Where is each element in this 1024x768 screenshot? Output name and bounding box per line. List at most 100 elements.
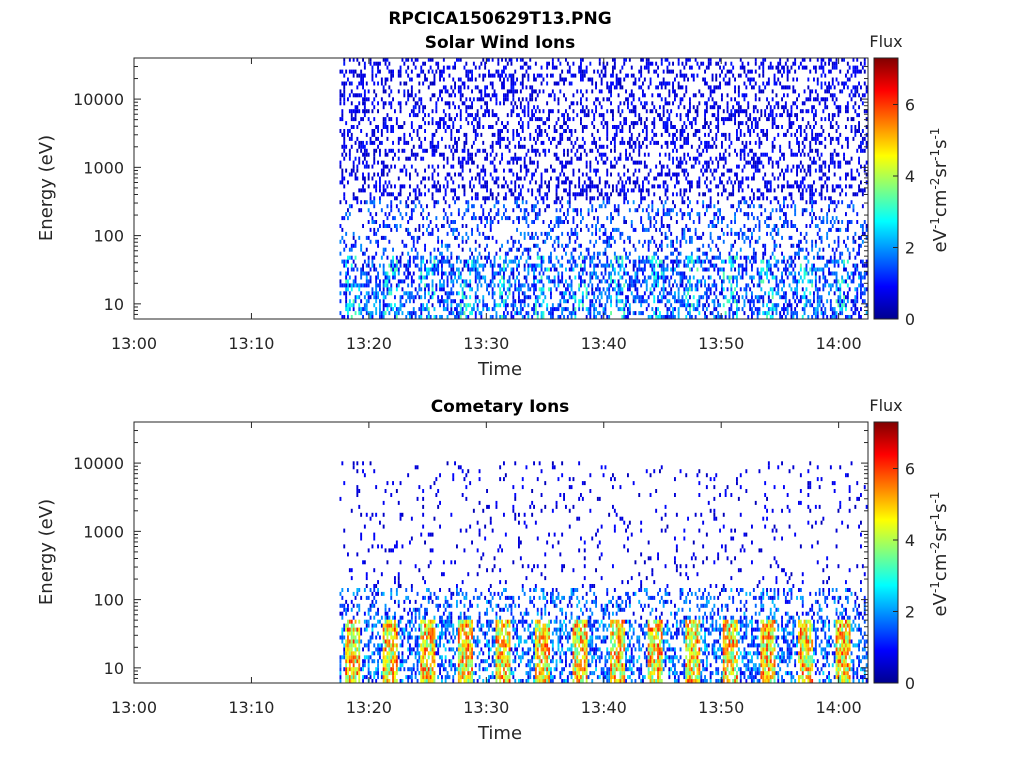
heatmap-cell	[474, 85, 477, 90]
heatmap-cell	[702, 61, 705, 66]
heatmap-cell	[677, 299, 680, 304]
heatmap-cell	[563, 220, 565, 224]
heatmap-cell	[595, 224, 597, 228]
heatmap-cell	[516, 129, 518, 133]
heatmap-cell	[409, 231, 411, 236]
heatmap-cell	[685, 224, 688, 228]
heatmap-cell	[426, 275, 428, 280]
heatmap-cell	[501, 58, 503, 62]
heatmap-cell	[457, 105, 460, 110]
heatmap-cell	[384, 303, 387, 308]
heatmap-cell	[427, 58, 430, 62]
heatmap-cell	[730, 231, 733, 236]
heatmap-cell	[365, 279, 368, 284]
heatmap-cell	[465, 239, 468, 244]
heatmap-cell	[441, 152, 443, 157]
heatmap-cell	[595, 227, 597, 232]
heatmap-cell	[365, 132, 368, 137]
heatmap-cell	[683, 231, 686, 236]
heatmap-cell	[593, 113, 596, 118]
heatmap-cell	[600, 121, 603, 126]
heatmap-cell	[670, 243, 673, 248]
heatmap-cell	[553, 307, 556, 312]
heatmap-cell	[719, 267, 721, 272]
heatmap-cell	[659, 105, 661, 110]
heatmap-cell	[696, 109, 699, 114]
heatmap-cell	[585, 89, 588, 94]
heatmap-cell	[525, 172, 528, 177]
heatmap-cell	[457, 136, 460, 141]
heatmap-cell	[677, 311, 680, 316]
heatmap-cell	[506, 287, 509, 292]
heatmap-cell	[441, 239, 443, 244]
heatmap-cell	[698, 101, 701, 106]
heatmap-cell	[397, 176, 400, 181]
heatmap-cell	[399, 69, 402, 74]
heatmap-cell	[348, 303, 351, 308]
heatmap-cell	[724, 81, 727, 86]
heatmap-cell	[397, 156, 400, 161]
heatmap-cell	[519, 101, 522, 106]
heatmap-cell	[491, 73, 494, 78]
heatmap-cell	[705, 140, 708, 145]
heatmap-cell	[525, 208, 528, 213]
heatmap-cell	[587, 307, 590, 312]
heatmap-cell	[395, 267, 398, 272]
heatmap-cell	[534, 168, 537, 173]
heatmap-cell	[540, 311, 543, 316]
heatmap-cell	[672, 315, 674, 319]
heatmap-cell	[709, 259, 712, 264]
heatmap-cell	[424, 283, 426, 288]
heatmap-cell	[670, 259, 673, 264]
heatmap-cell	[433, 204, 436, 209]
heatmap-cell	[431, 121, 434, 126]
heatmap-cell	[627, 156, 629, 161]
heatmap-cell	[619, 255, 622, 260]
heatmap-cell	[672, 283, 674, 288]
heatmap-cell	[375, 279, 378, 284]
heatmap-cell	[531, 97, 534, 102]
heatmap-cell	[767, 291, 770, 296]
heatmap-cell	[491, 160, 494, 165]
heatmap-cell	[386, 113, 389, 118]
heatmap-cell	[726, 69, 729, 74]
heatmap-cell	[640, 259, 643, 264]
heatmap-cell	[598, 180, 601, 185]
heatmap-cell	[666, 164, 669, 169]
heatmap-cell	[628, 303, 631, 308]
heatmap-cell	[365, 160, 368, 165]
heatmap-cell	[751, 255, 753, 260]
heatmap-cell	[737, 113, 740, 118]
heatmap-cell	[431, 93, 434, 98]
heatmap-cell	[625, 315, 627, 319]
heatmap-cell	[420, 97, 423, 102]
heatmap-cell	[506, 136, 509, 141]
heatmap-cell	[405, 227, 408, 232]
heatmap-cell	[467, 259, 470, 264]
heatmap-cell	[660, 144, 663, 149]
heatmap-cell	[363, 97, 366, 102]
heatmap-cell	[431, 231, 434, 236]
heatmap-cell	[521, 121, 524, 126]
heatmap-cell	[410, 125, 413, 129]
heatmap-cell	[758, 65, 761, 70]
heatmap-cell	[724, 73, 727, 78]
heatmap-cell	[474, 295, 477, 300]
heatmap-cell	[521, 97, 524, 102]
heatmap-cell	[711, 172, 714, 177]
heatmap-cell	[397, 192, 400, 197]
heatmap-cell	[510, 315, 513, 319]
heatmap-cell	[392, 192, 394, 197]
heatmap-cell	[527, 121, 530, 126]
heatmap-cell	[754, 164, 757, 169]
heatmap-cell	[506, 239, 509, 244]
heatmap-cell	[420, 303, 423, 308]
heatmap-cell	[615, 283, 618, 288]
heatmap-cell	[412, 271, 415, 276]
heatmap-cell	[397, 279, 400, 284]
heatmap-cell	[448, 172, 451, 177]
heatmap-cell	[572, 93, 575, 98]
heatmap-cell	[395, 259, 398, 264]
heatmap-cell	[339, 279, 342, 284]
heatmap-cell	[471, 287, 473, 292]
